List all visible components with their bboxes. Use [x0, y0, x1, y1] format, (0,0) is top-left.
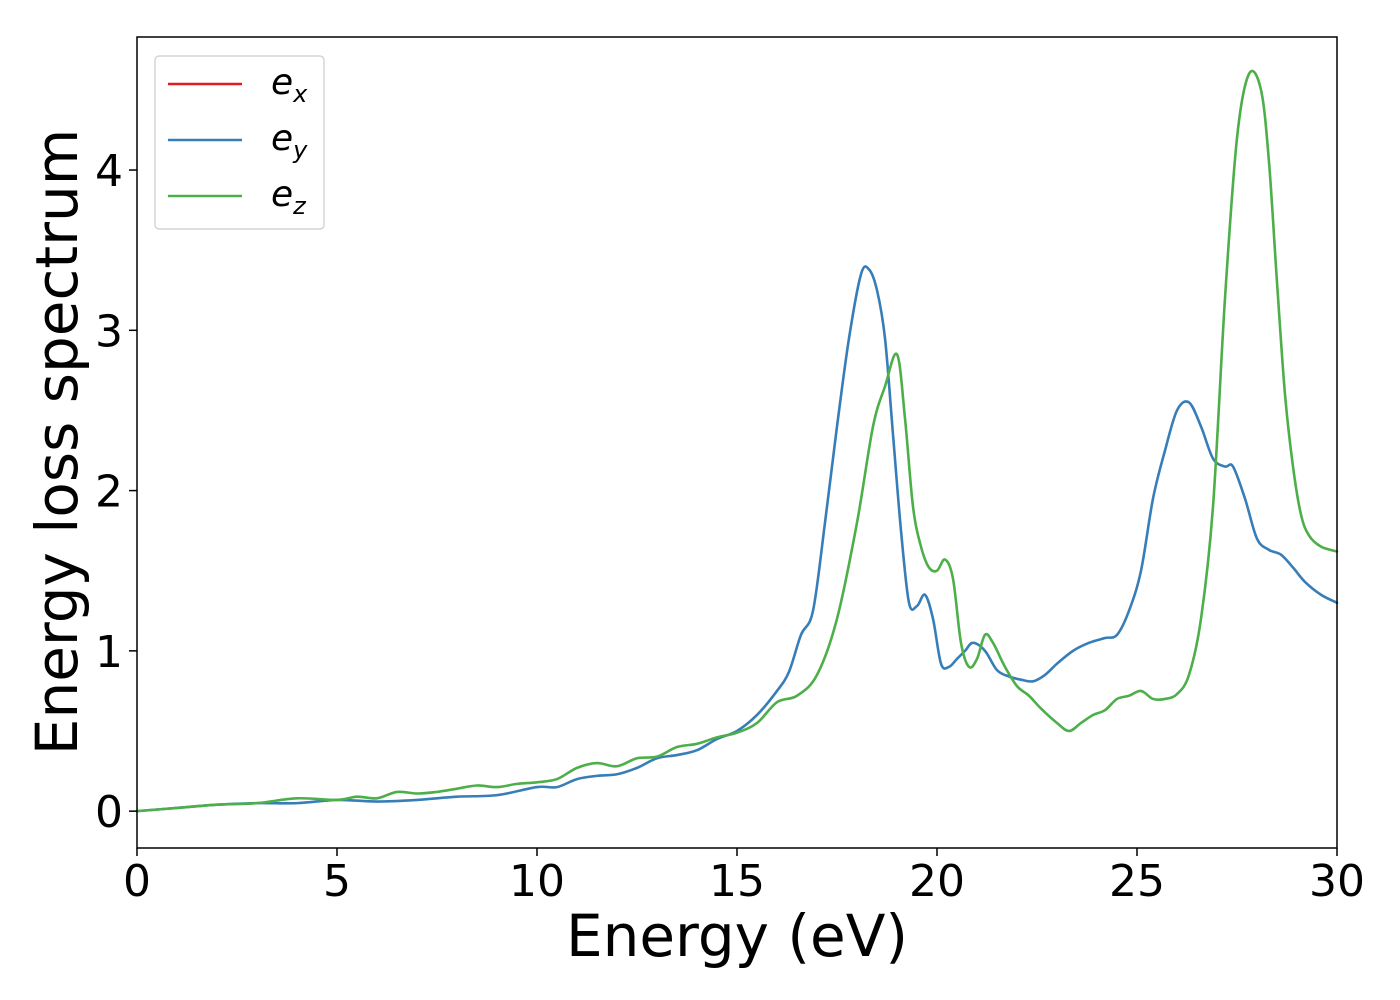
x-tick-label: 20: [909, 856, 965, 907]
series-line-ez: [135, 69, 1339, 813]
series-layer: [135, 69, 1339, 813]
series-line-ey: [135, 265, 1339, 813]
y-tick-label: 4: [95, 146, 123, 197]
x-axis-title: Energy (eV): [566, 902, 908, 970]
y-axis-ticks: 0 1 2 3 4: [95, 146, 137, 838]
x-tick-label: 30: [1309, 856, 1365, 907]
y-axis-title: Energy loss spectrum: [23, 129, 91, 755]
x-tick-label: 25: [1109, 856, 1165, 907]
y-tick-label: 2: [95, 467, 123, 518]
legend-box: [154, 55, 325, 230]
y-tick-label: 1: [95, 627, 123, 678]
x-tick-label: 5: [323, 856, 351, 907]
y-tick-label: 0: [95, 787, 123, 838]
x-tick-label: 15: [709, 856, 765, 907]
x-tick-label: 10: [509, 856, 565, 907]
x-axis-ticks: 0 5 10 15 20 25 30: [123, 848, 1365, 907]
y-tick-label: 3: [95, 306, 123, 357]
x-tick-label: 0: [123, 856, 151, 907]
